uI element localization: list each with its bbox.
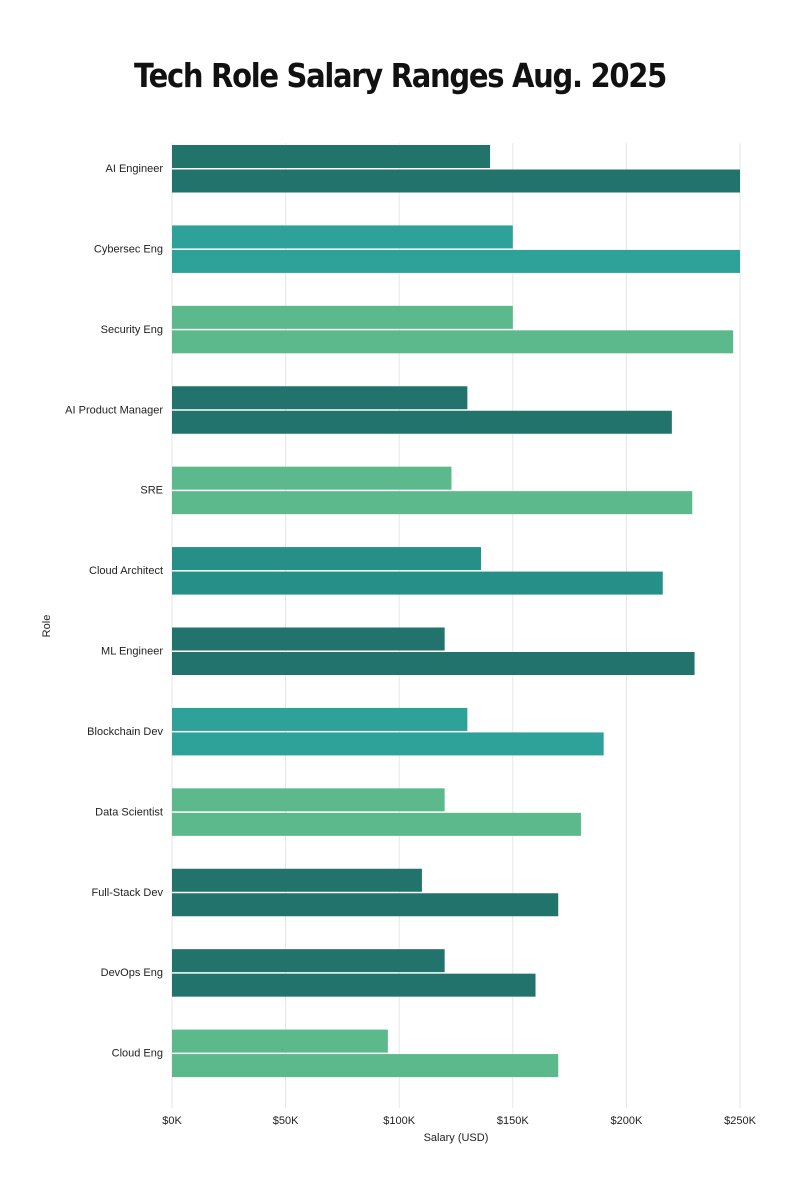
bar-max-9 (172, 893, 559, 917)
bar-min-11 (172, 1029, 388, 1053)
bar-max-3 (172, 410, 672, 434)
category-label-8: Data Scientist (95, 806, 163, 818)
category-label-4: SRE (140, 485, 163, 497)
bar-min-9 (172, 868, 422, 892)
bar-min-7 (172, 707, 468, 731)
category-label-9: Full-Stack Dev (91, 887, 163, 899)
category-label-0: AI Engineer (106, 163, 164, 175)
x-tick-label-3: $150K (497, 1115, 529, 1127)
category-label-3: AI Product Manager (65, 404, 163, 416)
bar-min-6 (172, 627, 445, 651)
y-axis-label: Role (41, 615, 53, 638)
bar-max-6 (172, 652, 695, 675)
x-tick-label-0: $0K (162, 1115, 182, 1127)
chart-title: Tech Role Salary Ranges Aug. 2025 (133, 56, 667, 95)
bar-min-3 (172, 386, 468, 410)
bar-max-8 (172, 812, 581, 836)
bar-min-5 (172, 547, 481, 571)
x-tick-label-1: $50K (273, 1115, 299, 1127)
bar-min-2 (172, 305, 513, 329)
x-tick-label-4: $200K (610, 1115, 642, 1127)
bar-min-10 (172, 949, 445, 973)
bar-max-4 (172, 491, 693, 515)
bar-min-4 (172, 466, 452, 490)
bar-max-1 (172, 249, 740, 273)
bar-min-8 (172, 788, 445, 812)
bar-max-0 (172, 169, 740, 193)
category-label-7: Blockchain Dev (87, 726, 163, 738)
category-label-2: Security Eng (101, 324, 163, 336)
x-axis-label: Salary (USD) (424, 1132, 489, 1144)
bar-max-10 (172, 973, 536, 997)
bar-max-11 (172, 1054, 559, 1078)
category-label-11: Cloud Eng (112, 1048, 163, 1060)
x-tick-label-2: $100K (383, 1115, 415, 1127)
category-label-10: DevOps Eng (101, 967, 163, 979)
category-label-1: Cybersec Eng (94, 243, 163, 255)
bar-min-0 (172, 145, 491, 168)
x-tick-label-5: $250K (724, 1115, 756, 1127)
bar-min-1 (172, 225, 513, 249)
bar-max-5 (172, 571, 663, 595)
bar-max-2 (172, 330, 734, 354)
category-label-6: ML Engineer (101, 646, 163, 658)
category-label-5: Cloud Architect (89, 565, 163, 577)
bar-max-7 (172, 732, 604, 756)
